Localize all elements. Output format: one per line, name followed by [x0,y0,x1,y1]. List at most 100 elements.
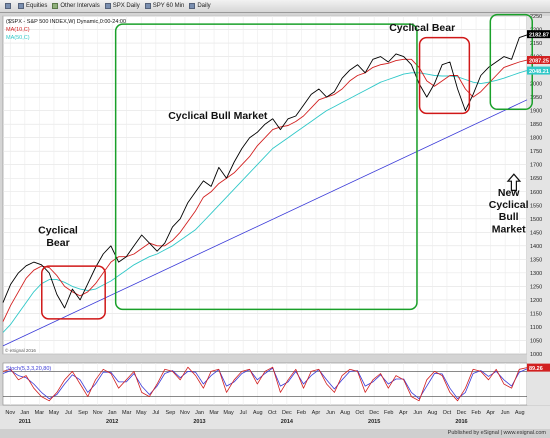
x-tick-label: Mar [35,410,45,416]
stoch-plot-area [2,362,528,406]
year-label: 2015 [368,419,380,425]
toolbar-label: SPY 60 Min [152,3,185,9]
y-tick-label: 1650 [530,176,542,182]
x-tick-label: Jun [501,410,510,416]
x-tick-label: Feb [297,410,306,416]
annotation-box [114,23,418,311]
annotation-label: Bull [499,211,519,223]
price-tag-label: 2087.25 [529,59,549,65]
x-tick-label: Apr [312,410,321,416]
intervals-icon [52,3,59,9]
y-tick-label: 1200 [530,298,542,304]
x-tick-label: Jul [65,410,72,416]
toolbar-item-spx-daily[interactable]: SPX Daily [104,3,140,9]
x-tick-label: Dec [282,410,292,416]
chart-toolbar: Equities Other Intervals SPX Daily SPY 6… [0,0,550,13]
y-tick-label: 1500 [530,217,542,223]
up-arrow-icon [506,173,522,192]
chart-title: ($SPX - S&P 500 INDEX,W) Dynamic,0:00-24… [6,19,126,25]
trendline [2,99,528,347]
x-tick-label: Aug [427,410,437,416]
annotation-label: Cyclical Bear [389,22,455,34]
y-tick-label: 2250 [530,14,542,20]
y-tick-label: 1900 [530,109,542,115]
annotation-label: Bear [46,237,69,249]
publisher-text: Published by eSignal | www.esignal.com [447,430,546,436]
x-tick-label: Feb [471,410,480,416]
toolbar-label: SPX Daily [112,3,140,9]
x-tick-label: May [49,410,60,416]
x-tick-label: Sep [78,410,88,416]
toolbar-item-equities[interactable]: Equities [18,3,47,9]
equities-icon [18,3,24,9]
annotation-label: Cyclical Bull Market [168,110,268,122]
ma50-legend: MA(50,C) [6,35,30,41]
year-label: 2013 [193,419,205,425]
x-tick-label: Nov [5,410,15,416]
y-tick-label: 1600 [530,190,542,196]
x-tick-label: Aug [340,410,350,416]
toolbar-item-other-intervals[interactable]: Other Intervals [52,3,100,9]
annotation-box [41,265,106,320]
y-tick-label: 2150 [530,41,542,47]
price-axis [527,16,550,405]
x-tick-label: Apr [486,410,495,416]
ma50-line [2,70,528,333]
x-tick-label: Sep [165,410,175,416]
x-tick-label: Dec [369,410,379,416]
y-tick-label: 1400 [530,244,542,250]
y-tick-label: 1850 [530,122,542,128]
chart-icon [104,3,111,9]
price-tag [527,66,550,75]
toolbar-label: Daily [197,3,211,9]
x-tick-label: Mar [122,410,132,416]
copyright-label: © eSignal 2016 [5,347,36,353]
toolbar-item-daily[interactable]: Daily [189,3,211,9]
toolbar-label: Equities [26,3,48,9]
year-label: 2012 [106,419,118,425]
x-tick-label: Nov [93,410,103,416]
price-tag-label: 2048.21 [529,69,549,75]
y-tick-label: 2000 [530,82,542,88]
price-tag [527,30,550,39]
y-tick-label: 1150 [530,311,542,317]
x-tick-label: Oct [443,410,452,416]
toolbar-item-spy-60min[interactable]: SPY 60 Min [144,3,185,9]
annotation-label: Cyclical [38,225,78,237]
chart-icon [189,3,196,9]
y-tick-label: 1350 [530,257,542,263]
x-tick-label: Aug [253,410,263,416]
x-tick-label: Mar [209,410,219,416]
y-tick-label: 1000 [530,352,542,358]
year-label: 2011 [19,419,31,425]
year-label: 2014 [281,419,294,425]
x-tick-label: Oct [355,410,364,416]
toolbar-icon [5,3,11,9]
main-plot-area [2,15,528,355]
ma10-legend: MA(10,C) [6,27,30,33]
x-tick-label: Oct [268,410,277,416]
stoch-tag [527,363,550,372]
y-tick-label: 1100 [530,325,542,331]
x-tick-label: Apr [399,410,408,416]
x-tick-label: Jan [20,410,29,416]
x-tick-label: Jun [326,410,335,416]
stoch-tag-label: 89.26 [529,366,543,372]
x-tick-label: Feb [384,410,393,416]
price-tag [527,56,550,65]
y-tick-label: 1800 [530,136,542,142]
y-tick-label: 1050 [530,338,542,344]
price-chart[interactable]: 1000 1050 1100 1150 1200 1250 1300 1350 1400 1450… [0,13,550,429]
y-tick-label: 1450 [530,230,542,236]
x-tick-label: May [223,410,234,416]
x-tick-label: Nov [180,410,190,416]
y-tick-label: 1700 [530,163,542,169]
y-tick-label: 1750 [530,149,542,155]
annotation-box [418,36,471,115]
x-tick-label: Jul [152,410,159,416]
toolbar-item-0[interactable] [5,3,13,9]
y-tick-label: 1250 [530,284,542,290]
y-tick-label: 1950 [530,95,542,101]
stoch-k-line [2,366,528,402]
chart-icon [144,3,151,9]
